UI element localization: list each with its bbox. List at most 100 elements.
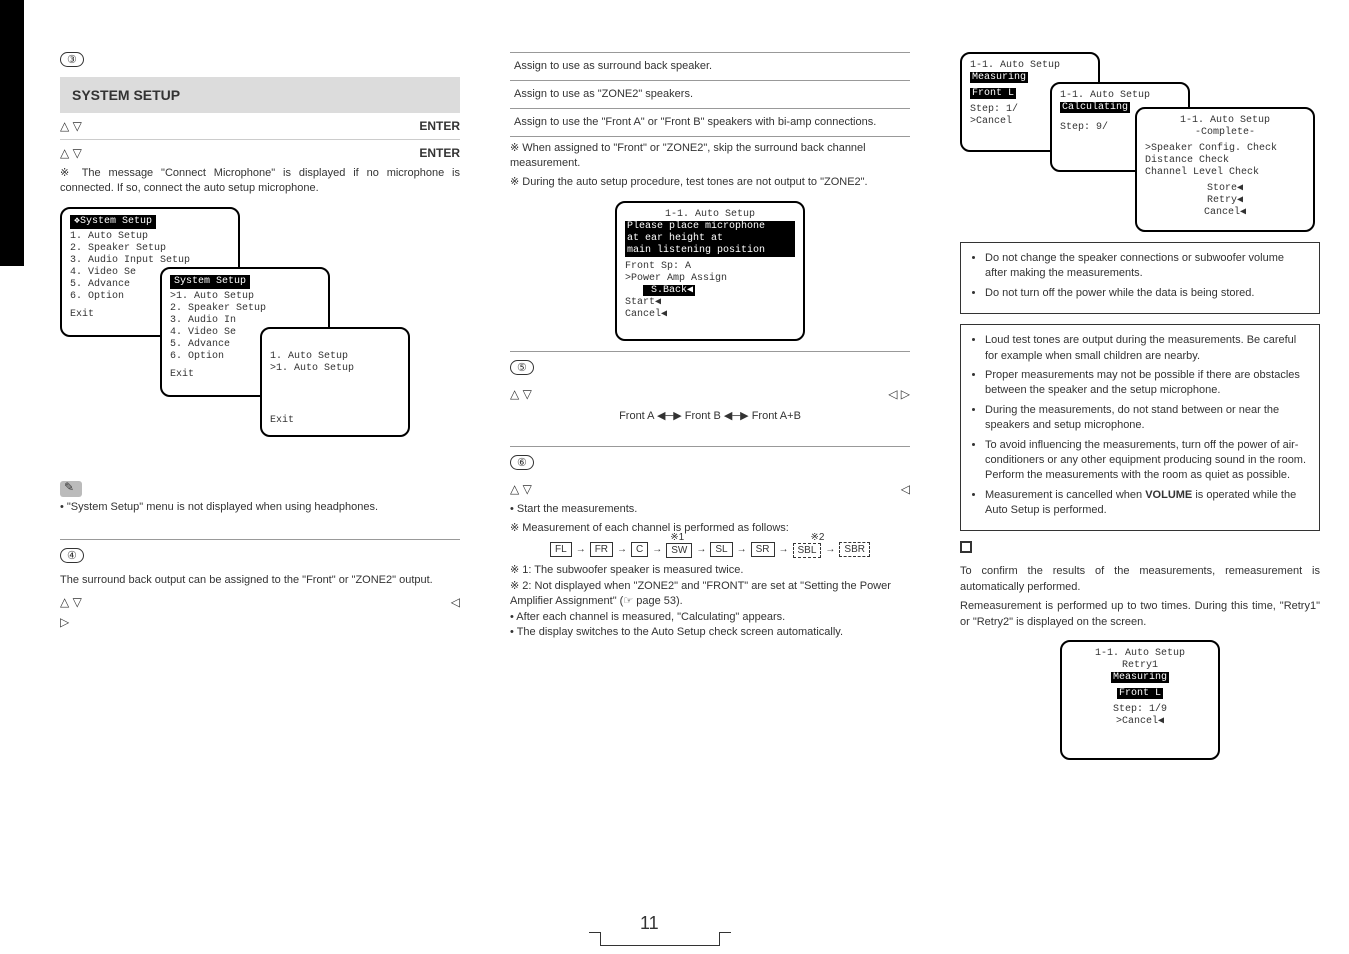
up-down-icon: △ ▽ (510, 387, 532, 401)
arrow-icon: → (696, 544, 706, 555)
pencil-icon (60, 481, 82, 497)
caution-item: Measurement is cancelled when VOLUME is … (985, 488, 1309, 519)
divider (60, 539, 460, 540)
chain-chip: SL (710, 542, 732, 557)
lcd-hl: Please place microphone (625, 221, 795, 233)
enter-label: ENTER (419, 119, 460, 133)
sec6-note: ※ Measurement of each channel is perform… (510, 521, 910, 536)
lcd-title: 1-1. Auto Setup (1070, 648, 1210, 660)
flow-b: Front B (685, 410, 721, 422)
lcd-title: 1-1. Auto Setup (1145, 115, 1305, 127)
flow-ab: Front A+B (752, 410, 801, 422)
lcd-hl: at ear height at (625, 233, 795, 245)
lcd-hl: main listening position (625, 245, 795, 257)
chain-sup: ※1 (670, 532, 684, 543)
lcd-line: 2. Speaker Setup (70, 243, 230, 255)
step-badge-4: ④ (60, 548, 84, 563)
assign-note: ※ During the auto setup procedure, test … (510, 175, 910, 190)
lcd-title: 1-1. Auto Setup (1060, 90, 1180, 102)
lcd-hl: Front L (1117, 688, 1163, 699)
chain-chip: SW (666, 543, 692, 558)
lcd-line: Distance Check (1145, 155, 1305, 167)
enter-label: ENTER (419, 146, 460, 160)
lcd-sub: -Complete- (1145, 127, 1305, 139)
page-number: 11 (640, 913, 659, 934)
lcd-screen-autosetup: 1-1. Auto Setup Please place microphone … (615, 201, 805, 341)
lcd-title: 1-1. Auto Setup (970, 60, 1090, 72)
square-icon (960, 541, 972, 553)
lcd-retry: 1-1. Auto Setup Retry1 Measuring Front L… (1060, 640, 1220, 760)
foot-note: ※ 1: The subwoofer speaker is measured t… (510, 563, 910, 578)
lcd-opt: Cancel◀ (1145, 207, 1305, 219)
divider (510, 351, 910, 352)
lcd-cascade: ❖System Setup 1. Auto Setup 2. Speaker S… (60, 207, 460, 467)
lcd-cancel: >Cancel◀ (1070, 716, 1210, 728)
assign-row: Assign to use as "ZONE2" speakers. (510, 81, 910, 109)
lcd-line: Front Sp: A (625, 261, 795, 273)
step-badge-5: ⑤ (510, 360, 534, 375)
lcd-hl: Measuring (1111, 672, 1169, 683)
lcd-opt: Retry◀ (1145, 195, 1305, 207)
caution-box-1: Do not change the speaker connections or… (960, 242, 1320, 314)
lcd-step: Step: 1/9 (1070, 704, 1210, 716)
lcd-line: 2. Speaker Setup (170, 303, 320, 315)
lcd-screen-3: _ 1. Auto Setup >1. Auto Setup Exit (260, 327, 410, 437)
lcd-cascade-results: 1-1. Auto Setup Measuring Front L Step: … (960, 52, 1320, 232)
flow-a: Front A (619, 410, 654, 422)
lcd-complete: 1-1. Auto Setup -Complete- >Speaker Conf… (1135, 107, 1315, 232)
sec4-nav: △ ▽ ◁ (60, 595, 460, 609)
caution-item: Do not change the speaker connections or… (985, 251, 1309, 282)
lcd-hl: Front L (970, 88, 1016, 99)
lcd-hl: Calculating (1060, 102, 1130, 113)
double-arrow-icon: ◀─▶ (657, 410, 682, 422)
divider (60, 139, 460, 140)
lcd-retry-label: Retry1 (1070, 660, 1210, 672)
foot-note: • The display switches to the Auto Setup… (510, 625, 910, 640)
lcd-line: Cancel◀ (625, 309, 795, 321)
assign-row: Assign to use the "Front A" or "Front B"… (510, 109, 910, 137)
lcd-line: >1. Auto Setup (170, 291, 320, 303)
up-down-icon: △ ▽ (60, 146, 82, 160)
nav-row-2: △ ▽ ENTER (60, 146, 460, 160)
chain-chip: FR (590, 542, 613, 557)
lcd-line: Channel Level Check (1145, 167, 1305, 179)
lcd-opt: Store◀ (1145, 183, 1305, 195)
lcd-exit: Exit (270, 415, 400, 427)
lcd-line: >Speaker Config. Check (1145, 143, 1305, 155)
left-icon: ◁ (451, 595, 460, 609)
lcd-sel: S.Back◀ (643, 285, 695, 296)
lcd-title: 1-1. Auto Setup (625, 209, 795, 221)
side-tab-2 (0, 46, 24, 266)
sec6-bullet: • Start the measurements. (510, 502, 910, 517)
up-down-icon: △ ▽ (60, 595, 82, 609)
arrow-icon: → (576, 544, 586, 555)
lcd-line: 1. Auto Setup (270, 351, 400, 363)
sec5-nav: △ ▽ ◁ ▷ (510, 387, 910, 401)
chain-chip: FL (550, 542, 572, 557)
lcd-line: 3. Audio Input Setup (70, 255, 230, 267)
mic-note: ※ The message "Connect Microphone" is di… (60, 166, 460, 197)
right-icon: ▷ (60, 615, 69, 629)
lcd-line: >Power Amp Assign (625, 273, 795, 285)
arrow-icon: → (737, 544, 747, 555)
remeasure-para: To confirm the results of the measuremen… (960, 564, 1320, 595)
chain-chip: SR (751, 542, 775, 557)
caution-item: Loud test tones are output during the me… (985, 333, 1309, 364)
measurement-chain: FL→ FR→ C→ ※1 SW → SL→ SR→ ※2 SBL → SBR (510, 542, 910, 557)
arrow-icon: → (652, 544, 662, 555)
chain-chip: SBL (793, 543, 822, 558)
assign-note: ※ When assigned to "Front" or "ZONE2", s… (510, 141, 910, 172)
divider (510, 446, 910, 447)
front-flow: Front A ◀─▶ Front B ◀─▶ Front A+B (510, 409, 910, 422)
foot-note: • After each channel is measured, "Calcu… (510, 610, 910, 625)
chain-sup: ※2 (811, 532, 825, 543)
foot-note: ※ 2: Not displayed when "ZONE2" and "FRO… (510, 579, 910, 610)
lcd-line: 3. Audio In (170, 315, 320, 327)
left-icon: ◁ (901, 482, 910, 496)
headphones-note: • "System Setup" menu is not displayed w… (60, 500, 460, 515)
arrow-icon: → (617, 544, 627, 555)
side-tab-1 (0, 0, 24, 46)
column-1: ③ SYSTEM SETUP △ ▽ ENTER △ ▽ ENTER ※ The… (60, 52, 460, 629)
lcd-line: 1. Auto Setup (70, 231, 230, 243)
up-down-icon: △ ▽ (60, 119, 82, 133)
